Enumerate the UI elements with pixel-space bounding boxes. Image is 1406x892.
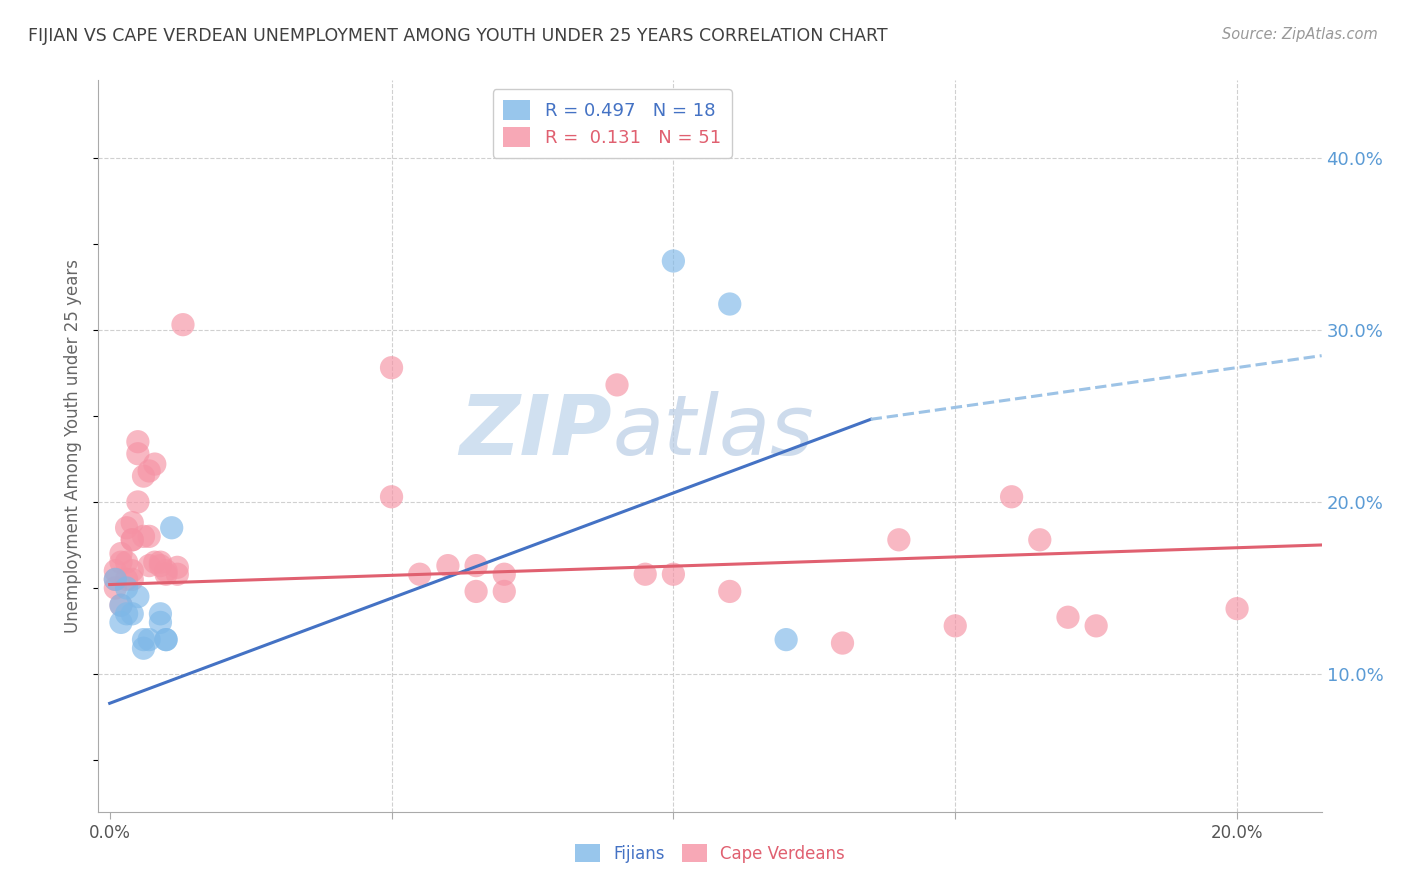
Point bbox=[149, 615, 172, 630]
Point bbox=[110, 547, 132, 561]
Point bbox=[494, 567, 516, 582]
Point bbox=[115, 581, 138, 595]
Point bbox=[149, 555, 172, 569]
Point bbox=[121, 573, 143, 587]
Point bbox=[166, 567, 188, 582]
Point bbox=[1029, 533, 1052, 547]
Point bbox=[127, 447, 149, 461]
Point bbox=[143, 457, 166, 471]
Point bbox=[138, 632, 160, 647]
Text: atlas: atlas bbox=[612, 391, 814, 472]
Point bbox=[172, 318, 194, 332]
Point bbox=[662, 254, 685, 268]
Point bbox=[115, 573, 138, 587]
Point bbox=[121, 516, 143, 530]
Point bbox=[465, 558, 488, 573]
Point bbox=[606, 378, 628, 392]
Point bbox=[887, 533, 910, 547]
Point bbox=[1085, 619, 1108, 633]
Point bbox=[115, 607, 138, 621]
Point bbox=[465, 584, 488, 599]
Y-axis label: Unemployment Among Youth under 25 years: Unemployment Among Youth under 25 years bbox=[65, 259, 83, 633]
Point bbox=[127, 590, 149, 604]
Point bbox=[662, 567, 685, 582]
Point bbox=[437, 558, 460, 573]
Text: Source: ZipAtlas.com: Source: ZipAtlas.com bbox=[1222, 27, 1378, 42]
Point bbox=[127, 495, 149, 509]
Point bbox=[143, 555, 166, 569]
Point bbox=[104, 573, 127, 587]
Point bbox=[1226, 601, 1249, 615]
Point bbox=[149, 607, 172, 621]
Point bbox=[115, 555, 138, 569]
Point bbox=[1057, 610, 1080, 624]
Point bbox=[943, 619, 966, 633]
Point bbox=[155, 567, 177, 582]
Point bbox=[115, 521, 138, 535]
Point bbox=[110, 555, 132, 569]
Point bbox=[775, 632, 797, 647]
Point bbox=[132, 469, 155, 483]
Point bbox=[155, 564, 177, 578]
Point bbox=[831, 636, 853, 650]
Point bbox=[110, 598, 132, 612]
Point bbox=[718, 584, 741, 599]
Point bbox=[380, 490, 402, 504]
Point bbox=[104, 573, 127, 587]
Point bbox=[138, 464, 160, 478]
Point bbox=[104, 564, 127, 578]
Point bbox=[121, 533, 143, 547]
Point bbox=[409, 567, 432, 582]
Legend: Fijians, Cape Verdeans: Fijians, Cape Verdeans bbox=[568, 838, 852, 869]
Text: ZIP: ZIP bbox=[460, 391, 612, 472]
Point bbox=[121, 533, 143, 547]
Point bbox=[127, 434, 149, 449]
Point bbox=[110, 615, 132, 630]
Point bbox=[1000, 490, 1022, 504]
Point bbox=[138, 529, 160, 543]
Point bbox=[494, 584, 516, 599]
Point bbox=[132, 529, 155, 543]
Point bbox=[155, 632, 177, 647]
Point bbox=[718, 297, 741, 311]
Point bbox=[121, 564, 143, 578]
Point bbox=[155, 632, 177, 647]
Point bbox=[110, 598, 132, 612]
Point bbox=[166, 560, 188, 574]
Point bbox=[160, 521, 183, 535]
Text: FIJIAN VS CAPE VERDEAN UNEMPLOYMENT AMONG YOUTH UNDER 25 YEARS CORRELATION CHART: FIJIAN VS CAPE VERDEAN UNEMPLOYMENT AMON… bbox=[28, 27, 887, 45]
Point bbox=[132, 632, 155, 647]
Point bbox=[138, 558, 160, 573]
Point bbox=[104, 581, 127, 595]
Point bbox=[380, 360, 402, 375]
Point bbox=[634, 567, 657, 582]
Point bbox=[132, 641, 155, 656]
Point bbox=[149, 558, 172, 573]
Point bbox=[121, 607, 143, 621]
